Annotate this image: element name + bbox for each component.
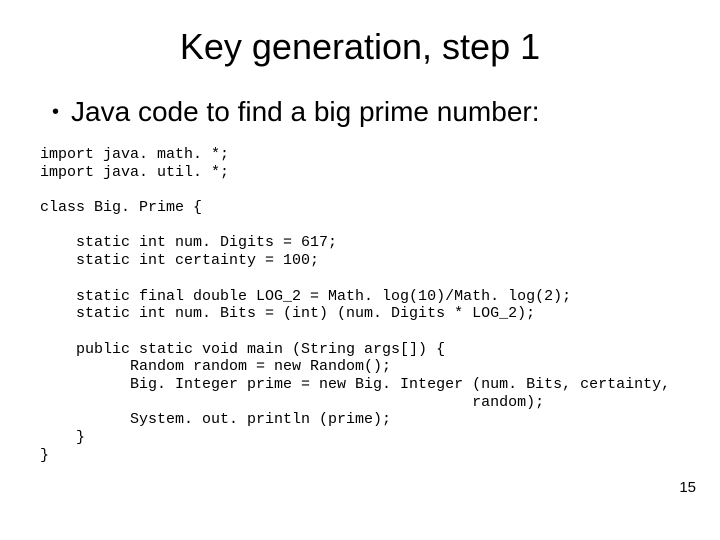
slide-title: Key generation, step 1 bbox=[40, 26, 680, 68]
page-number: 15 bbox=[679, 479, 696, 496]
bullet-text: Java code to find a big prime number: bbox=[71, 96, 539, 128]
bullet-row: • Java code to find a big prime number: bbox=[52, 96, 680, 128]
code-block: import java. math. *; import java. util.… bbox=[40, 146, 680, 464]
bullet-dot-icon: • bbox=[52, 96, 59, 128]
slide: Key generation, step 1 • Java code to fi… bbox=[0, 0, 720, 540]
